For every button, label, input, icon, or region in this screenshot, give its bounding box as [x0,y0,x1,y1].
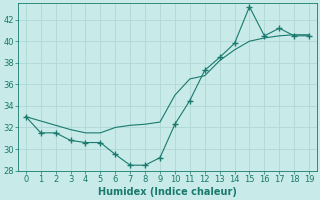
X-axis label: Humidex (Indice chaleur): Humidex (Indice chaleur) [98,187,237,197]
